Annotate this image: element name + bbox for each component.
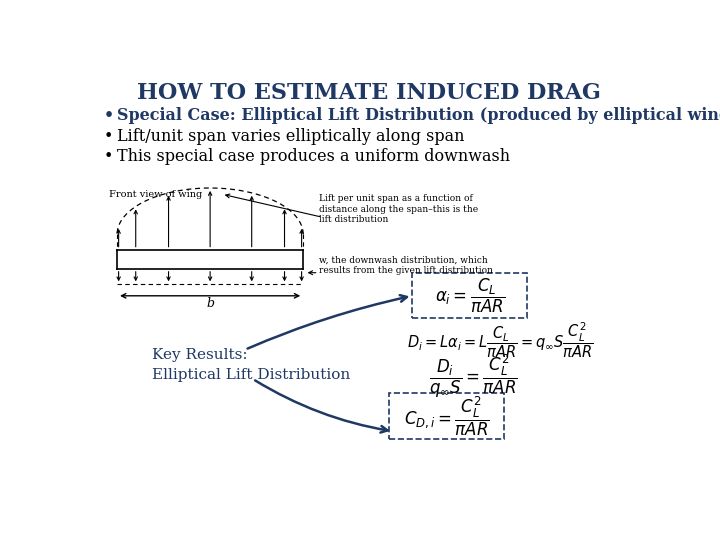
Text: HOW TO ESTIMATE INDUCED DRAG: HOW TO ESTIMATE INDUCED DRAG (137, 82, 601, 104)
Text: $\dfrac{D_i}{q_\infty S} = \dfrac{C_L^2}{\pi AR}$: $\dfrac{D_i}{q_\infty S} = \dfrac{C_L^2}… (429, 353, 518, 400)
Text: Special Case: Elliptical Lift Distribution (produced by elliptical wing): Special Case: Elliptical Lift Distributi… (117, 107, 720, 124)
Text: •: • (104, 128, 113, 145)
FancyBboxPatch shape (389, 393, 504, 439)
Text: Lift/unit span varies elliptically along span: Lift/unit span varies elliptically along… (117, 128, 464, 145)
Text: This special case produces a uniform downwash: This special case produces a uniform dow… (117, 148, 510, 165)
Text: b: b (206, 296, 214, 309)
Text: w, the downwash distribution, which
results from the given lift distribution: w, the downwash distribution, which resu… (319, 256, 492, 275)
Text: •: • (104, 148, 113, 165)
Text: $\alpha_i = \dfrac{C_L}{\pi AR}$: $\alpha_i = \dfrac{C_L}{\pi AR}$ (435, 276, 505, 315)
Text: $D_i = L\alpha_i = L\dfrac{C_L}{\pi AR} = q_\infty S \dfrac{C_L^2}{\pi AR}$: $D_i = L\alpha_i = L\dfrac{C_L}{\pi AR} … (408, 321, 594, 360)
Text: Front view of wing: Front view of wing (109, 190, 202, 199)
Text: Key Results:
Elliptical Lift Distribution: Key Results: Elliptical Lift Distributio… (152, 348, 350, 382)
Text: •: • (104, 107, 114, 124)
Text: $C_{D,i} = \dfrac{C_L^2}{\pi AR}$: $C_{D,i} = \dfrac{C_L^2}{\pi AR}$ (404, 394, 490, 437)
Text: Lift per unit span as a function of
distance along the span–this is the
lift dis: Lift per unit span as a function of dist… (319, 194, 478, 224)
FancyBboxPatch shape (413, 273, 527, 318)
